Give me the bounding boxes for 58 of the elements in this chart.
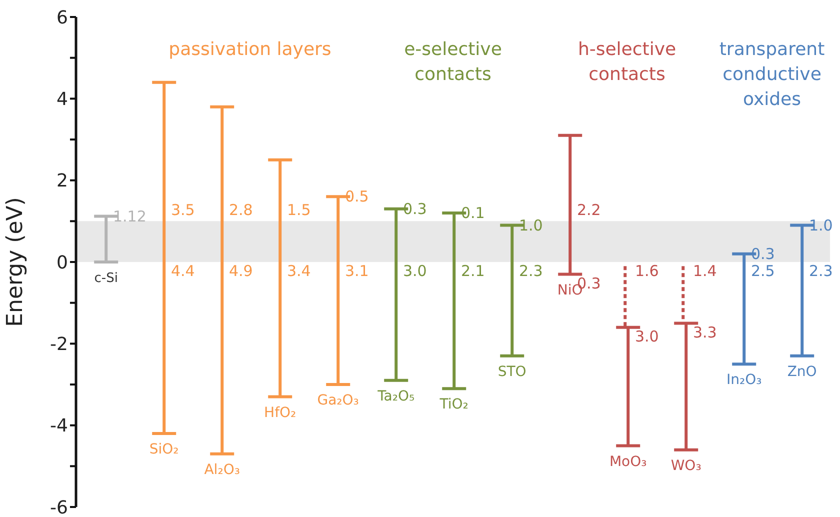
y-axis-title: Energy (eV): [2, 197, 28, 327]
annotation: 2.5: [751, 262, 775, 280]
bar: [162, 82, 166, 434]
bar: [568, 135, 572, 274]
annotation: 4.4: [171, 262, 195, 280]
annotation: 2.3: [519, 262, 543, 280]
annotation: 1.12: [113, 207, 146, 226]
y-tick-label: -6: [50, 497, 68, 517]
y-tick-label: 4: [56, 89, 68, 110]
x-tick-label: MoO₃: [609, 454, 647, 470]
annotation: transparent conductive oxides: [719, 39, 825, 110]
bar: [220, 106, 224, 454]
x-tick-label: TiO₂: [438, 396, 468, 413]
bar: [452, 213, 456, 389]
y-tick-label: 6: [56, 7, 68, 28]
annotation: 1.0: [519, 216, 543, 234]
annotation: 4.9: [229, 262, 253, 280]
y-tick-label: -2: [50, 334, 68, 356]
annotation: 2.2: [577, 201, 601, 220]
bar: [510, 225, 514, 356]
annotation: 3.0: [635, 328, 659, 346]
bar: [394, 208, 398, 380]
annotation: h-selective contacts: [578, 39, 676, 85]
annotation: 3.1: [345, 262, 369, 280]
annotation: 2.3: [809, 262, 833, 280]
bar: [684, 323, 688, 450]
y-tick-label: 0: [56, 252, 68, 274]
bar: [104, 216, 108, 262]
annotation: 2.1: [461, 262, 485, 280]
bar: [626, 327, 630, 446]
x-tick-label: In₂O₃: [726, 372, 762, 388]
bar: [624, 266, 627, 328]
annotation: 3.0: [403, 262, 427, 280]
annotation: 3.4: [287, 262, 311, 280]
annotation: 1.5: [287, 201, 311, 220]
x-tick-label: ZnO: [787, 364, 817, 380]
y-tick-label: -4: [50, 416, 68, 437]
annotation: passivation layers: [168, 39, 332, 60]
annotation: 2.8: [229, 201, 253, 220]
x-tick-label: STO: [498, 364, 526, 380]
annotation: e-selective contacts: [404, 39, 502, 85]
annotation: 3.5: [171, 201, 195, 220]
bar: [336, 196, 340, 384]
x-tick-label: HfO₂: [264, 404, 296, 421]
x-tick-label: c-Si: [94, 271, 118, 286]
annotation: 1.4: [693, 262, 717, 280]
x-tick-label: Ga₂O₃: [317, 392, 359, 408]
annotation: 1.6: [635, 262, 659, 280]
x-tick-label: Al₂O₃: [204, 462, 240, 478]
x-tick-label: SiO₂: [149, 442, 179, 458]
x-tick-label: WO₃: [670, 458, 702, 474]
bar: [800, 225, 804, 356]
annotation: 1.0: [809, 216, 833, 234]
y-tick-label: 2: [56, 170, 68, 192]
annotation: 3.3: [693, 323, 717, 342]
bar: [278, 160, 282, 397]
bar: [742, 254, 746, 364]
x-tick-label: Ta₂O₅: [376, 388, 415, 404]
